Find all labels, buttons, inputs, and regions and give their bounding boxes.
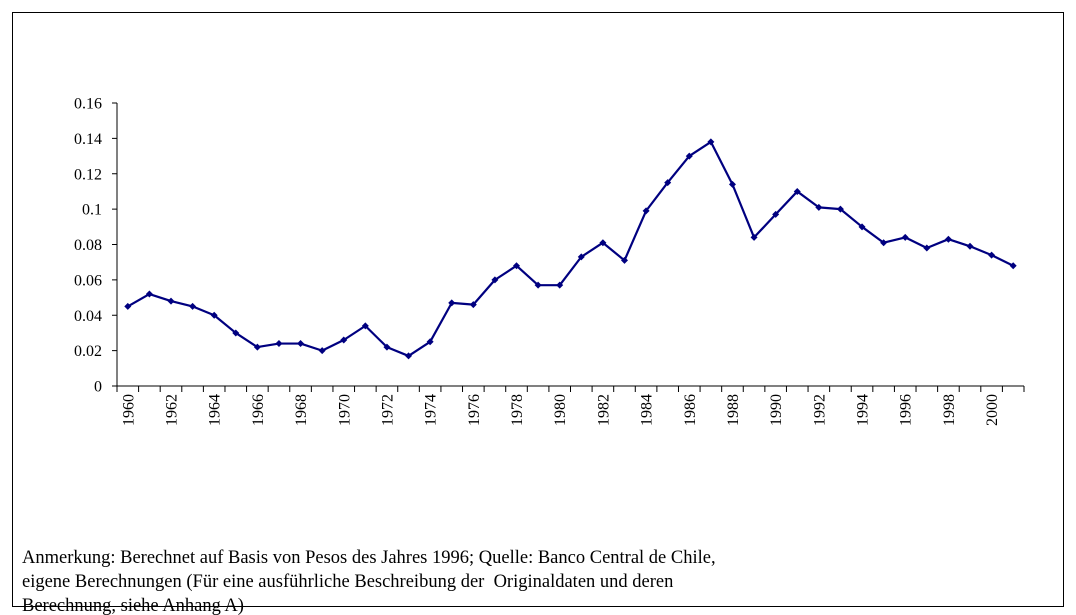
data-point: [1009, 262, 1017, 270]
data-point: [491, 276, 499, 284]
data-point: [383, 343, 391, 351]
x-tick-label: 1962: [163, 394, 180, 426]
data-point: [448, 299, 456, 307]
y-tick-label: 0.04: [74, 308, 102, 325]
data-point: [513, 262, 521, 270]
data-point: [145, 290, 153, 298]
data-point: [577, 253, 585, 261]
y-tick-label: 0: [94, 379, 102, 396]
data-point: [361, 322, 369, 330]
x-tick-label: 1994: [855, 394, 872, 426]
y-tick-label: 0.12: [74, 166, 102, 183]
x-tick-label: 1978: [509, 394, 526, 426]
data-point: [966, 242, 974, 250]
x-tick-label: 1980: [552, 394, 569, 426]
y-tick-label: 0.08: [74, 237, 102, 254]
x-tick-label: 1972: [379, 394, 396, 426]
data-point: [469, 301, 477, 309]
data-point: [167, 297, 175, 305]
note-line: eigene Berechnungen (Für eine ausführlic…: [22, 572, 673, 592]
data-point: [405, 352, 413, 360]
x-tick-label: 1976: [466, 394, 483, 426]
data-point: [923, 244, 931, 252]
data-point: [772, 210, 780, 218]
data-point: [556, 281, 564, 289]
y-tick-label: 0.1: [82, 202, 102, 219]
data-point: [210, 311, 218, 319]
data-point: [232, 329, 240, 337]
data-point: [836, 205, 844, 213]
data-point: [253, 343, 261, 351]
data-point: [297, 340, 305, 348]
x-tick-label: 1970: [336, 394, 353, 426]
data-point: [534, 281, 542, 289]
data-point: [620, 256, 628, 264]
x-tick-label: 1988: [725, 394, 742, 426]
data-point: [685, 152, 693, 160]
x-tick-label: 1990: [768, 394, 785, 426]
data-point: [426, 338, 434, 346]
data-point: [599, 239, 607, 247]
data-point: [750, 233, 758, 241]
x-tick-label: 1992: [811, 394, 828, 426]
data-point: [988, 251, 996, 259]
y-tick-label: 0.02: [74, 343, 102, 360]
x-tick-label: 1960: [120, 394, 137, 426]
data-point: [901, 233, 909, 241]
x-tick-label: 2000: [984, 394, 1001, 426]
x-tick-label: 1964: [207, 394, 224, 426]
x-tick-label: 1968: [293, 394, 310, 426]
y-tick-label: 0.16: [74, 96, 102, 113]
data-point: [728, 180, 736, 188]
x-tick-label: 1998: [941, 394, 958, 426]
data-point: [944, 235, 952, 243]
data-point: [793, 187, 801, 195]
frame: [12, 12, 1064, 607]
y-tick-label: 0.06: [74, 272, 102, 289]
data-point: [880, 239, 888, 247]
y-tick-label: 0.14: [74, 131, 102, 148]
data-point: [664, 179, 672, 187]
note-line: Anmerkung: Berechnet auf Basis von Pesos…: [22, 548, 716, 568]
data-point: [124, 302, 132, 310]
note-line: Berechnung, siehe Anhang A): [22, 596, 244, 615]
data-point: [275, 340, 283, 348]
x-tick-label: 1996: [898, 394, 915, 426]
data-point: [815, 203, 823, 211]
x-tick-label: 1984: [639, 394, 656, 426]
data-point: [642, 207, 650, 215]
data-point: [707, 138, 715, 146]
data-point: [340, 336, 348, 344]
data-point: [318, 347, 326, 355]
data-point: [858, 223, 866, 231]
x-tick-label: 1966: [250, 394, 267, 426]
x-tick-label: 1986: [682, 394, 699, 426]
data-point: [189, 302, 197, 310]
x-tick-label: 1982: [595, 394, 612, 426]
x-tick-label: 1974: [423, 394, 440, 426]
data-line: [127, 140, 1014, 358]
